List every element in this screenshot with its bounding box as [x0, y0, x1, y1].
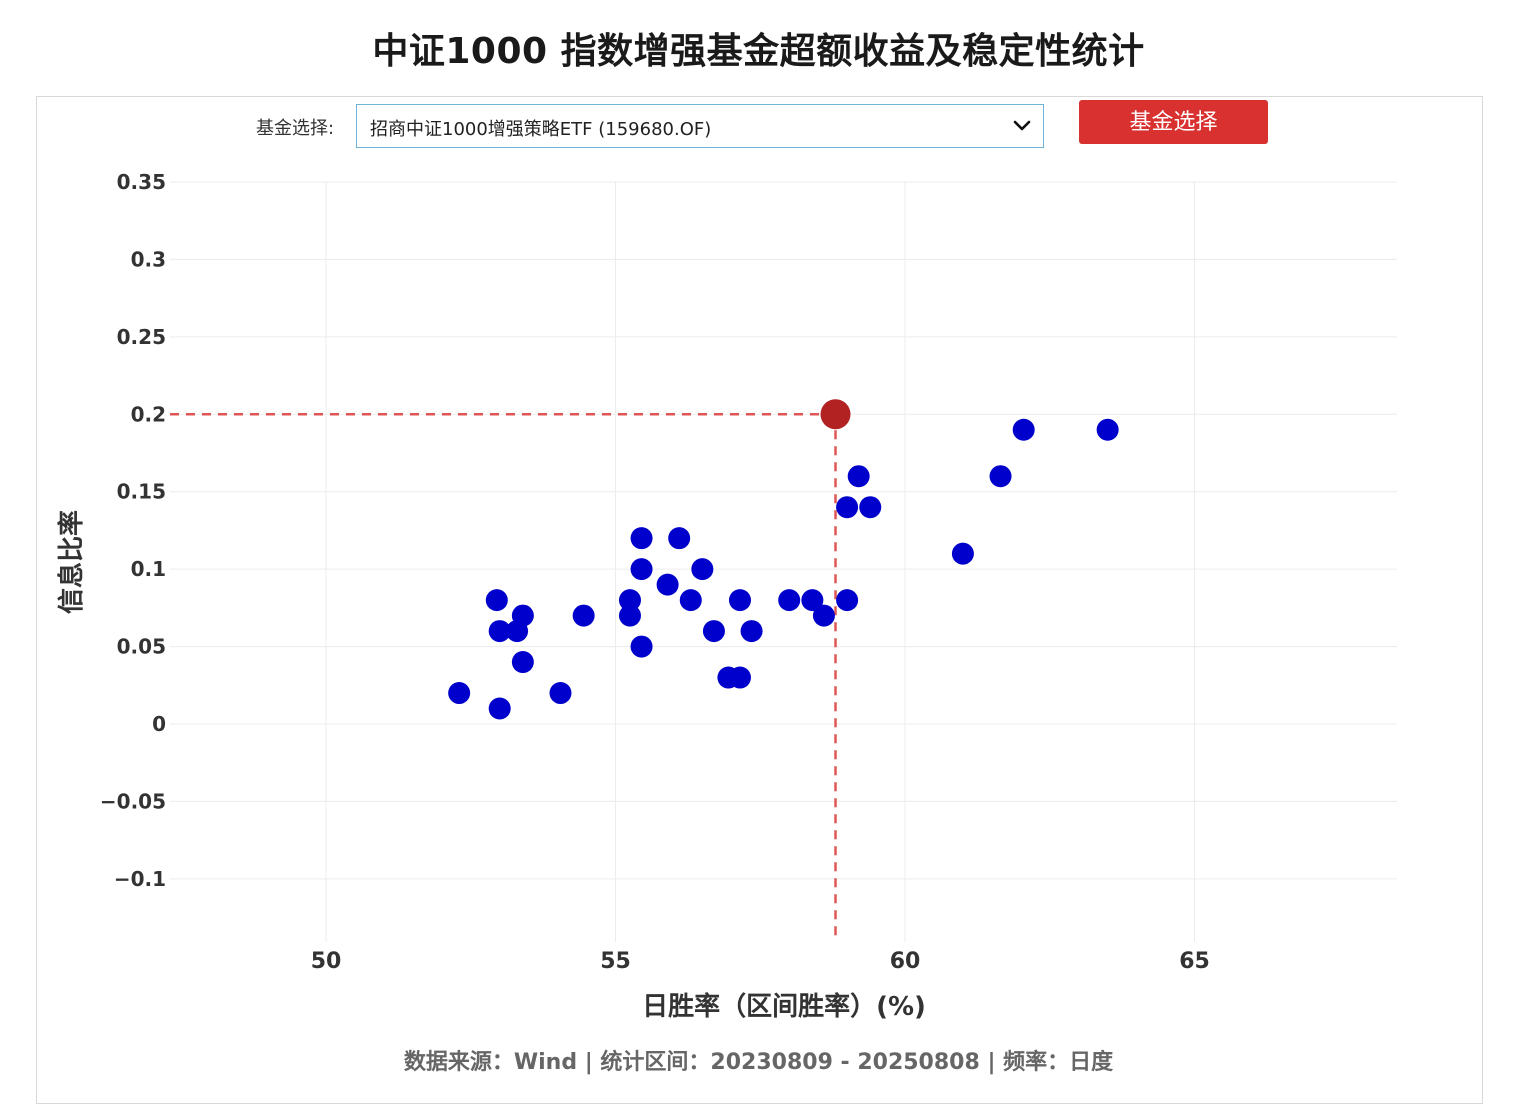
y-tick-label: 0.3 — [131, 247, 166, 271]
data-point — [702, 620, 725, 643]
data-point — [836, 589, 859, 612]
chevron-down-icon — [1013, 120, 1031, 131]
data-point — [656, 573, 679, 596]
fund-select-dropdown[interactable]: 招商中证1000增强策略ETF (159680.OF) — [356, 104, 1044, 148]
data-point — [511, 651, 534, 674]
data-point — [740, 620, 763, 643]
data-point — [630, 635, 653, 658]
data-point — [847, 465, 870, 488]
fund-select-button[interactable]: 基金选择 — [1079, 100, 1268, 144]
fund-selector-label: 基金选择: — [256, 118, 335, 139]
data-point — [448, 682, 471, 705]
x-tick-label: 50 — [311, 949, 342, 974]
y-tick-label: 0.1 — [131, 557, 166, 581]
data-point — [812, 604, 835, 627]
data-point — [728, 589, 751, 612]
data-point — [989, 465, 1012, 488]
data-point — [668, 527, 691, 550]
data-point — [801, 589, 824, 612]
x-tick-label: 65 — [1179, 949, 1210, 974]
y-tick-label: −0.1 — [114, 867, 166, 891]
data-point — [572, 604, 595, 627]
data-point — [549, 682, 572, 705]
data-point — [679, 589, 702, 612]
data-point — [1096, 418, 1119, 441]
data-point — [630, 527, 653, 550]
y-tick-label: −0.05 — [100, 789, 166, 813]
x-tick-label: 60 — [890, 949, 921, 974]
x-tick-label: 55 — [600, 949, 631, 974]
y-tick-label: 0.15 — [117, 480, 166, 504]
chart-panel — [36, 96, 1483, 1104]
x-axis-title: 日胜率（区间胜率）(%) — [642, 991, 926, 1022]
y-tick-label: 0.2 — [131, 402, 166, 426]
data-point — [1012, 418, 1035, 441]
scatter-chart: −0.1 −0.05 0 0.05 0.1 0.15 0.2 0.25 0.3 0.35 50 55 6… — [56, 170, 1397, 1022]
y-tick-label: 0.25 — [117, 325, 166, 349]
data-source-note: 数据来源：Wind | 统计区间：20230809 - 20250808 | 频… — [403, 1050, 1114, 1075]
data-point — [488, 620, 511, 643]
data-point — [778, 589, 801, 612]
data-point — [836, 496, 859, 519]
data-point — [485, 589, 508, 612]
data-point — [859, 496, 882, 519]
y-tick-label: 0.05 — [117, 635, 166, 659]
data-point — [618, 589, 641, 612]
y-tick-label: 0.35 — [117, 170, 166, 194]
y-axis-title: 信息比率 — [56, 510, 87, 614]
data-point — [951, 542, 974, 565]
data-point — [618, 604, 641, 627]
data-point — [691, 558, 714, 581]
data-point — [630, 558, 653, 581]
data-point — [511, 604, 534, 627]
data-point — [728, 666, 751, 689]
fund-select-value: 招商中证1000增强策略ETF (159680.OF) — [370, 119, 712, 140]
y-tick-label: 0 — [152, 712, 166, 736]
page-title: 中证1000 指数增强基金超额收益及稳定性统计 — [372, 31, 1145, 72]
data-point — [488, 697, 511, 720]
highlight-point — [820, 399, 851, 430]
